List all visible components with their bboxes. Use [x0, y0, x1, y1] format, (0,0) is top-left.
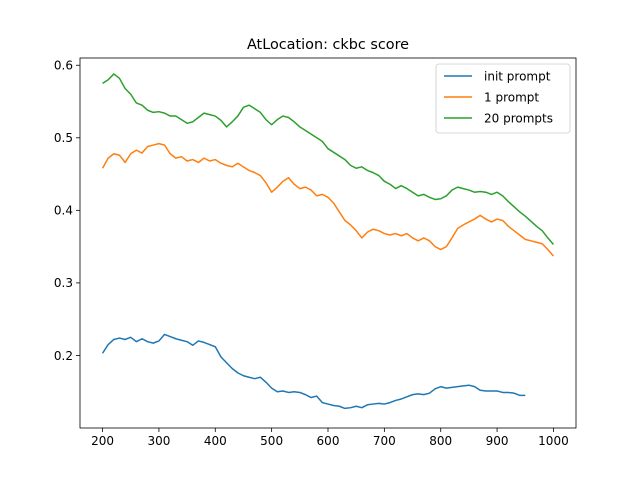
legend-label-init-prompt: init prompt	[484, 70, 551, 84]
plot-lines	[101, 73, 555, 410]
y-tick-label: 0.5	[54, 131, 73, 145]
series-line-1-prompt	[101, 142, 555, 257]
y-tick-label: 0.6	[54, 59, 73, 73]
x-tick-label: 1000	[538, 434, 569, 448]
y-tick-label: 0.3	[54, 276, 73, 290]
legend-label-20-prompts: 20 prompts	[484, 112, 553, 126]
x-tick-label: 300	[147, 434, 170, 448]
x-tick-label: 700	[373, 434, 396, 448]
series-line-20-prompts	[102, 73, 555, 245]
y-axis-ticks: 0.2 0.3 0.4 0.5 0.6	[54, 59, 80, 363]
x-tick-label: 400	[204, 434, 227, 448]
legend-label-1-prompt: 1 prompt	[484, 91, 539, 105]
x-tick-label: 900	[486, 434, 509, 448]
y-tick-label: 0.4	[54, 204, 73, 218]
legend: init prompt 1 prompt 20 prompts	[435, 63, 571, 134]
series-line-init-prompt	[101, 333, 526, 410]
x-tick-label: 500	[260, 434, 283, 448]
x-axis-ticks: 200 300 400 500 600 700 800 900 1000	[91, 428, 569, 448]
x-tick-label: 200	[91, 434, 114, 448]
x-tick-label: 800	[429, 434, 452, 448]
legend-box	[435, 63, 571, 134]
x-tick-label: 600	[317, 434, 340, 448]
y-tick-label: 0.2	[54, 349, 73, 363]
plot-frame	[79, 57, 577, 429]
chart-title: AtLocation: ckbc score	[247, 37, 409, 53]
